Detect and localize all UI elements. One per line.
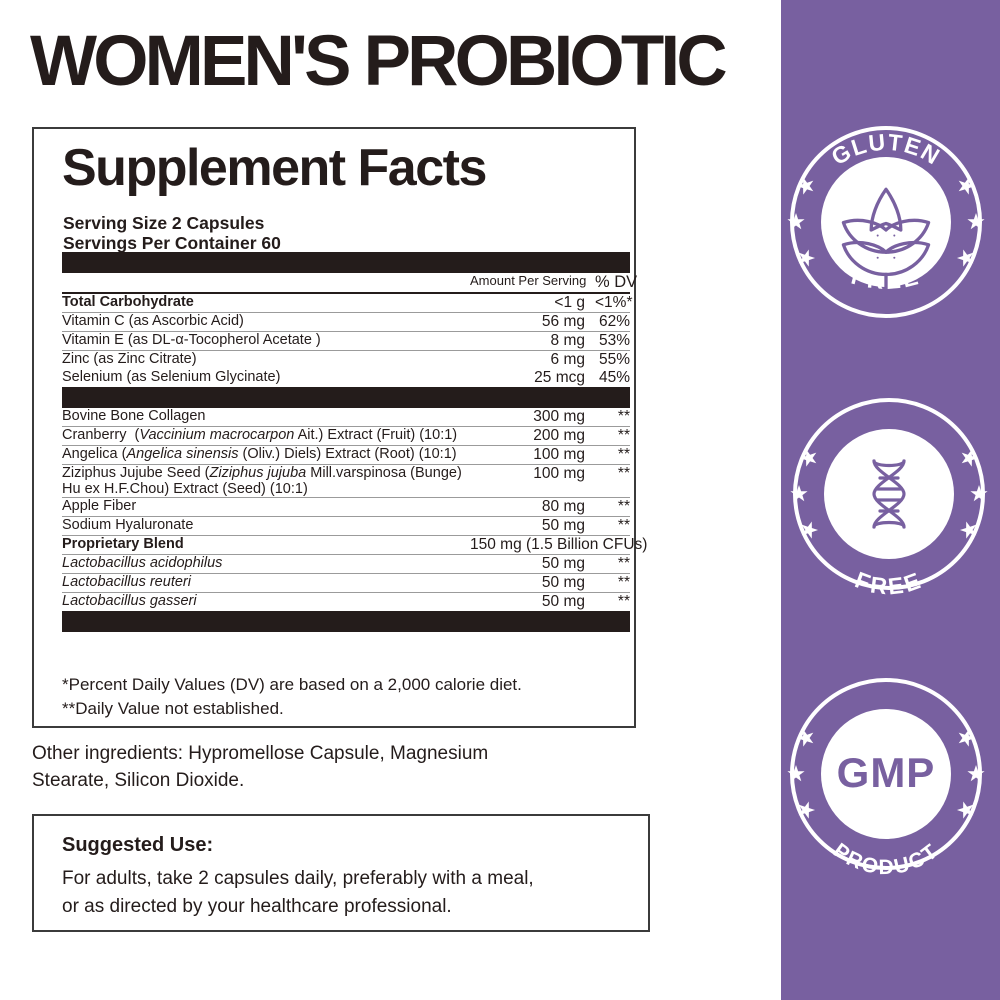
- svg-text:PRODUCT: PRODUCT: [829, 839, 943, 879]
- svg-text:GMP: GMP: [837, 749, 936, 796]
- svg-text:FREE: FREE: [852, 566, 927, 599]
